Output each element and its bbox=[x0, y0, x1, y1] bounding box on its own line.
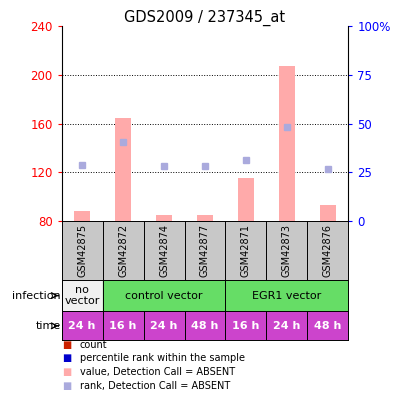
Text: GSM42874: GSM42874 bbox=[159, 224, 169, 277]
Text: infection: infection bbox=[12, 291, 61, 301]
Text: 24 h: 24 h bbox=[68, 321, 96, 331]
Text: 48 h: 48 h bbox=[314, 321, 341, 331]
Text: ■: ■ bbox=[62, 354, 71, 364]
Text: ■: ■ bbox=[62, 381, 71, 391]
Text: GSM42873: GSM42873 bbox=[282, 224, 292, 277]
Text: 16 h: 16 h bbox=[109, 321, 137, 331]
FancyBboxPatch shape bbox=[62, 280, 103, 311]
Text: GSM42871: GSM42871 bbox=[241, 224, 251, 277]
Title: GDS2009 / 237345_at: GDS2009 / 237345_at bbox=[125, 10, 285, 26]
Bar bbox=[266, 311, 307, 341]
Text: count: count bbox=[80, 340, 107, 350]
Bar bbox=[144, 311, 185, 341]
Text: ■: ■ bbox=[62, 340, 71, 350]
Bar bbox=[74, 211, 90, 221]
Bar bbox=[238, 178, 254, 221]
Bar bbox=[320, 205, 336, 221]
FancyBboxPatch shape bbox=[225, 280, 348, 311]
Bar bbox=[62, 311, 103, 341]
Text: time: time bbox=[36, 321, 61, 331]
FancyBboxPatch shape bbox=[103, 280, 225, 311]
Bar bbox=[307, 311, 348, 341]
Text: control vector: control vector bbox=[125, 291, 203, 301]
Bar bbox=[279, 66, 295, 221]
Bar bbox=[156, 215, 172, 221]
Bar bbox=[115, 117, 131, 221]
Text: GSM42875: GSM42875 bbox=[77, 224, 87, 277]
Text: no
vector: no vector bbox=[64, 285, 100, 307]
Bar bbox=[197, 215, 213, 221]
Text: rank, Detection Call = ABSENT: rank, Detection Call = ABSENT bbox=[80, 381, 230, 391]
Text: 24 h: 24 h bbox=[273, 321, 300, 331]
Text: 16 h: 16 h bbox=[232, 321, 259, 331]
Bar bbox=[185, 311, 225, 341]
Text: value, Detection Call = ABSENT: value, Detection Call = ABSENT bbox=[80, 367, 235, 377]
Bar bbox=[225, 311, 266, 341]
Text: 24 h: 24 h bbox=[150, 321, 178, 331]
Bar bbox=[103, 311, 144, 341]
Text: GSM42872: GSM42872 bbox=[118, 224, 128, 277]
Text: 48 h: 48 h bbox=[191, 321, 219, 331]
Text: GSM42876: GSM42876 bbox=[323, 224, 333, 277]
Text: percentile rank within the sample: percentile rank within the sample bbox=[80, 354, 245, 364]
Text: EGR1 vector: EGR1 vector bbox=[252, 291, 322, 301]
Text: GSM42877: GSM42877 bbox=[200, 224, 210, 277]
Text: ■: ■ bbox=[62, 367, 71, 377]
